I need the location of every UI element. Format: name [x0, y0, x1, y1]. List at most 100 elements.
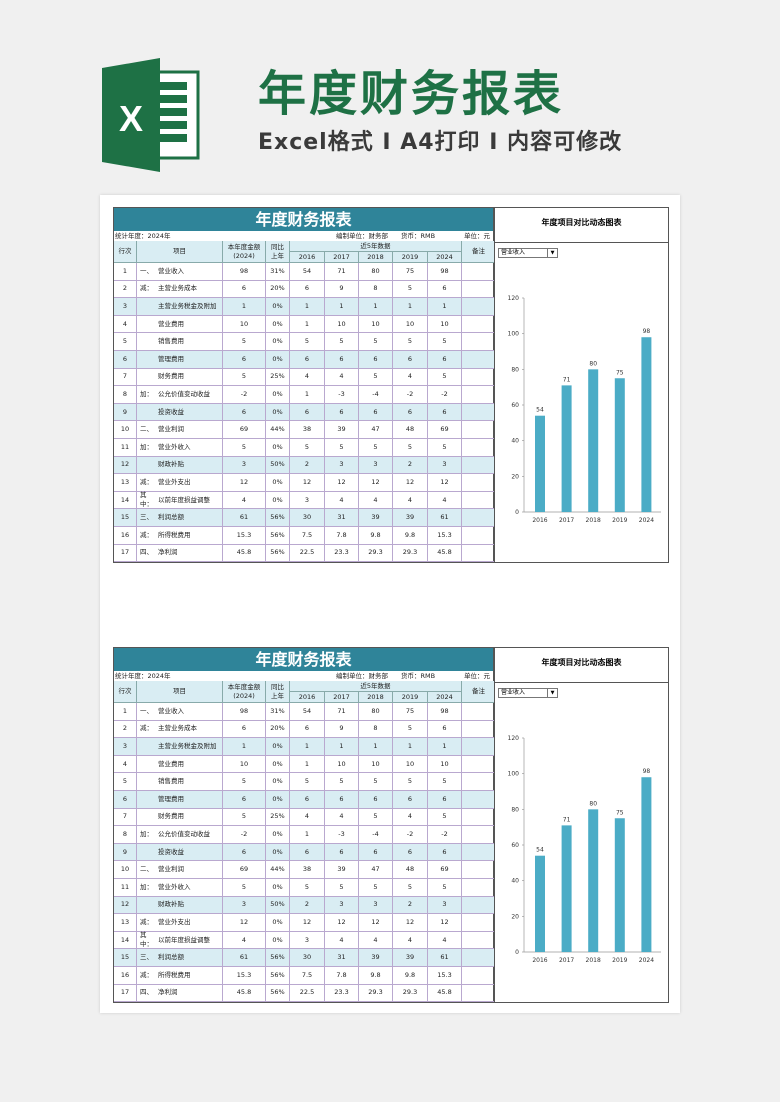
row-year-value[interactable]: 6	[359, 351, 393, 369]
dropdown-arrow-icon[interactable]: ▼	[547, 689, 557, 697]
row-amount[interactable]: 1	[223, 738, 266, 756]
row-remark[interactable]	[462, 298, 496, 316]
row-amount[interactable]: 6	[223, 351, 266, 369]
row-item[interactable]: 减： 主营业务成本	[137, 720, 223, 739]
row-year-value[interactable]: 6	[290, 351, 325, 369]
row-yoy[interactable]: 20%	[266, 720, 290, 739]
row-year-value[interactable]: 69	[428, 861, 462, 879]
row-year-value[interactable]: 29.3	[393, 544, 428, 563]
row-year-value[interactable]: 1	[359, 298, 393, 316]
row-amount[interactable]: 45.8	[223, 984, 266, 1003]
row-year-value[interactable]: 4	[325, 368, 359, 387]
row-amount[interactable]: 6	[223, 843, 266, 862]
row-year-value[interactable]: 6	[359, 403, 393, 422]
row-year-value[interactable]: 5	[290, 333, 325, 351]
row-year-value[interactable]: 30	[290, 949, 325, 967]
row-yoy[interactable]: 56%	[266, 509, 290, 527]
row-year-value[interactable]: 1	[290, 755, 325, 774]
row-year-value[interactable]: 3	[359, 896, 393, 915]
row-year-value[interactable]: 5	[393, 280, 428, 299]
row-year-value[interactable]: 30	[290, 509, 325, 527]
row-year-value[interactable]: 3	[290, 491, 325, 510]
row-year-value[interactable]: 1	[290, 386, 325, 404]
row-amount[interactable]: 45.8	[223, 544, 266, 563]
row-yoy[interactable]: 44%	[266, 421, 290, 439]
row-year-value[interactable]: 6	[290, 791, 325, 809]
row-year-value[interactable]: 7.5	[290, 527, 325, 545]
row-remark[interactable]	[462, 403, 496, 422]
row-year-value[interactable]: 3	[290, 931, 325, 950]
row-item[interactable]: 减： 营业外支出	[137, 914, 223, 932]
row-year-value[interactable]: 8	[359, 280, 393, 299]
row-item[interactable]: 四、 净利润	[137, 984, 223, 1003]
row-amount[interactable]: 98	[223, 703, 266, 721]
row-year-value[interactable]: 22.5	[290, 984, 325, 1003]
row-item[interactable]: 减： 所得税费用	[137, 527, 223, 545]
dropdown-arrow-icon[interactable]: ▼	[547, 249, 557, 257]
row-year-value[interactable]: 3	[325, 896, 359, 915]
row-year-value[interactable]: 6	[428, 843, 462, 862]
row-no[interactable]: 8	[114, 386, 137, 404]
row-year-value[interactable]: 6	[290, 280, 325, 299]
row-year-value[interactable]: -2	[428, 386, 462, 404]
row-remark[interactable]	[462, 333, 496, 351]
row-item[interactable]: 二、 营业利润	[137, 421, 223, 439]
row-year-value[interactable]: 1	[290, 315, 325, 334]
row-year-value[interactable]: 5	[290, 879, 325, 897]
row-amount[interactable]: 6	[223, 280, 266, 299]
row-year-value[interactable]: 1	[393, 298, 428, 316]
row-year-value[interactable]: 1	[325, 738, 359, 756]
row-year-value[interactable]: 4	[325, 931, 359, 950]
row-year-value[interactable]: 38	[290, 421, 325, 439]
row-year-value[interactable]: 7.5	[290, 967, 325, 985]
row-no[interactable]: 7	[114, 808, 137, 827]
row-yoy[interactable]: 56%	[266, 527, 290, 545]
row-no[interactable]: 3	[114, 738, 137, 756]
row-year-value[interactable]: 6	[359, 791, 393, 809]
row-no[interactable]: 16	[114, 527, 137, 545]
row-year-value[interactable]: 1	[393, 738, 428, 756]
item-dropdown[interactable]: 营业收入 ▼	[498, 688, 558, 698]
row-year-value[interactable]: 15.3	[428, 527, 462, 545]
row-year-value[interactable]: 3	[359, 456, 393, 475]
row-yoy[interactable]: 0%	[266, 333, 290, 351]
row-year-value[interactable]: 6	[428, 720, 462, 739]
row-year-value[interactable]: 75	[393, 703, 428, 721]
row-remark[interactable]	[462, 386, 496, 404]
row-remark[interactable]	[462, 456, 496, 475]
row-no[interactable]: 13	[114, 914, 137, 932]
row-year-value[interactable]: 12	[428, 474, 462, 492]
row-remark[interactable]	[462, 773, 496, 791]
row-year-value[interactable]: 12	[393, 474, 428, 492]
row-item[interactable]: 投资收益	[137, 843, 223, 862]
row-amount[interactable]: 15.3	[223, 527, 266, 545]
row-year-value[interactable]: 6	[325, 351, 359, 369]
row-remark[interactable]	[462, 755, 496, 774]
row-year-value[interactable]: 61	[428, 509, 462, 527]
row-amount[interactable]: -2	[223, 826, 266, 844]
row-yoy[interactable]: 50%	[266, 896, 290, 915]
row-no[interactable]: 17	[114, 984, 137, 1003]
row-year-value[interactable]: 12	[359, 914, 393, 932]
row-no[interactable]: 14	[114, 931, 137, 950]
row-item[interactable]: 管理费用	[137, 791, 223, 809]
row-no[interactable]: 14	[114, 491, 137, 510]
row-year-value[interactable]: 45.8	[428, 544, 462, 563]
row-year-value[interactable]: 12	[393, 914, 428, 932]
row-no[interactable]: 15	[114, 949, 137, 967]
row-year-value[interactable]: 10	[393, 315, 428, 334]
row-item[interactable]: 减： 所得税费用	[137, 967, 223, 985]
row-year-value[interactable]: 71	[325, 263, 359, 281]
row-year-value[interactable]: 23.3	[325, 544, 359, 563]
row-no[interactable]: 15	[114, 509, 137, 527]
row-year-value[interactable]: 4	[359, 491, 393, 510]
row-remark[interactable]	[462, 896, 496, 915]
row-item[interactable]: 减： 主营业务成本	[137, 280, 223, 299]
row-remark[interactable]	[462, 843, 496, 862]
row-amount[interactable]: 5	[223, 333, 266, 351]
row-item[interactable]: 三、 利润总额	[137, 949, 223, 967]
row-amount[interactable]: 15.3	[223, 967, 266, 985]
row-item[interactable]: 财政补贴	[137, 456, 223, 475]
row-no[interactable]: 2	[114, 720, 137, 739]
row-no[interactable]: 2	[114, 280, 137, 299]
